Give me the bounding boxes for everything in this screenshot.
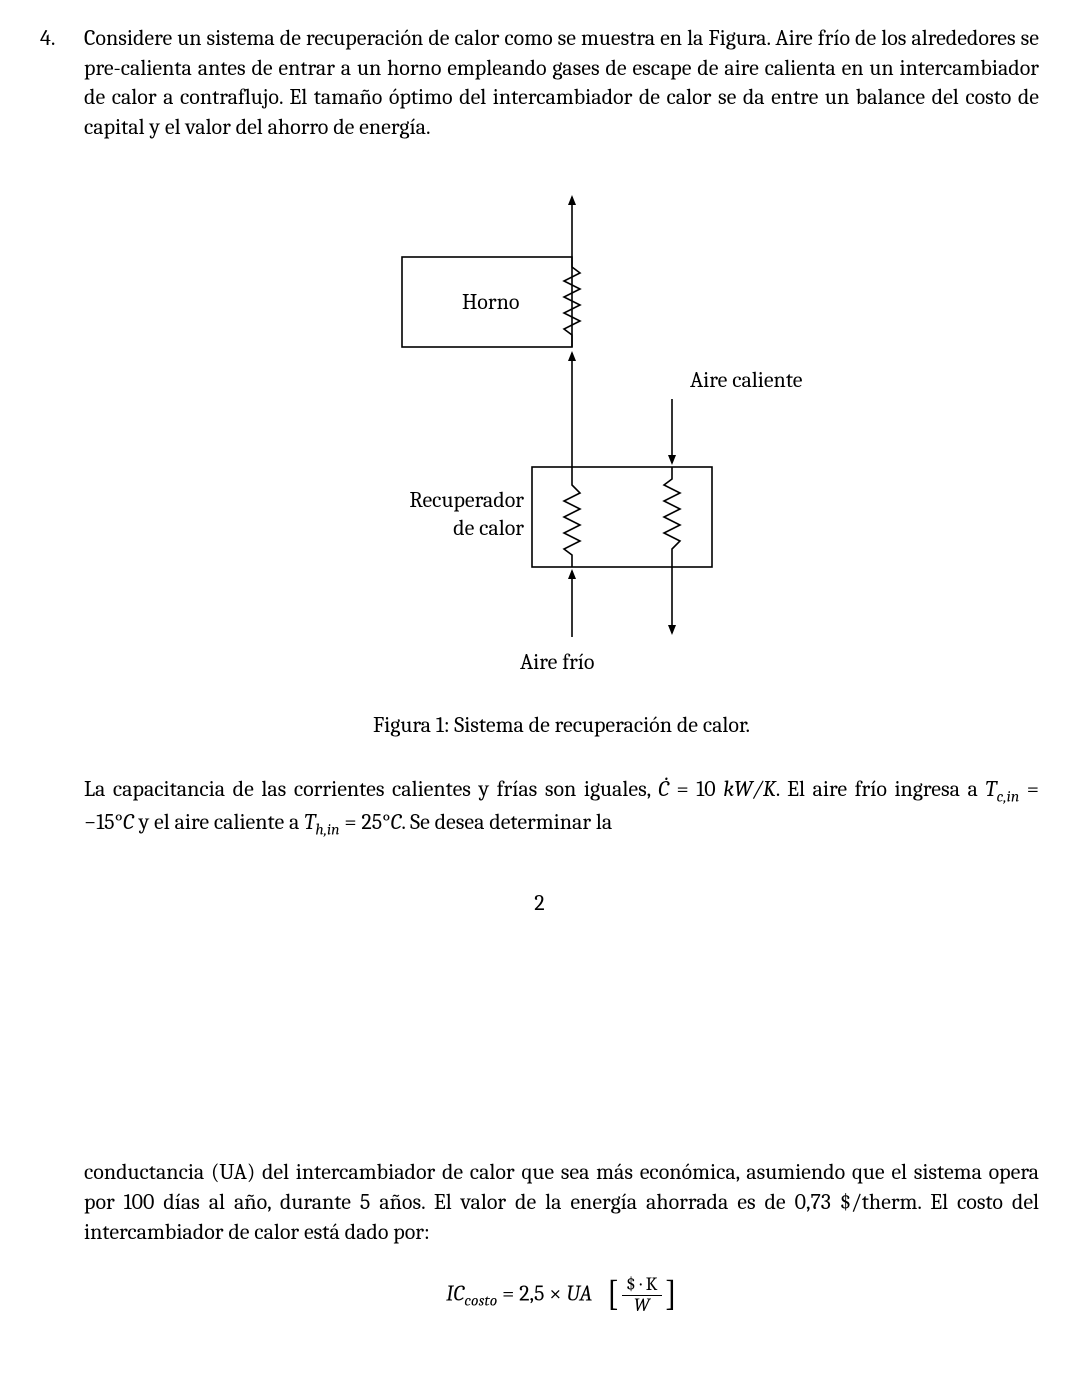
page-break-gap xyxy=(40,918,1039,1158)
page-number: 2 xyxy=(40,889,1039,919)
continuation-indent xyxy=(40,1158,84,1315)
recuperator-cold-coil-icon xyxy=(564,467,580,567)
txt-p2-c: y el aire caliente a xyxy=(134,809,304,835)
unit-C2: C xyxy=(391,809,402,835)
unit-kwK: kW/K xyxy=(723,776,776,802)
figure-svg: Horno Recuperador de calor xyxy=(252,177,872,687)
txt-eq3: = 25° xyxy=(340,809,391,835)
continuation-block: conductancia (UA) del intercambiador de … xyxy=(40,1158,1039,1315)
continuation-body: conductancia (UA) del intercambiador de … xyxy=(84,1158,1039,1315)
problem-number: 4. xyxy=(40,24,84,841)
problem-statement: Considere un sistema de recuperación de … xyxy=(84,24,1039,143)
problem-body: Considere un sistema de recuperación de … xyxy=(84,24,1039,841)
eq-rhs-text: = 2,5 × xyxy=(497,1281,566,1307)
unit-C1: C xyxy=(123,809,134,835)
aire-frio-label: Aire frío xyxy=(520,649,594,675)
sym-Cdot: Ċ xyxy=(658,776,669,802)
aire-caliente-label: Aire caliente xyxy=(690,367,803,393)
eq-unit-fraction: $ · KW xyxy=(622,1275,661,1315)
txt-p2-a: La capacitancia de las corrientes calien… xyxy=(84,776,658,802)
eq-unit-top: $ · K xyxy=(622,1275,661,1296)
continuation-text: conductancia (UA) del intercambiador de … xyxy=(84,1158,1039,1247)
eq-lhs-sub: costo xyxy=(464,1292,497,1310)
recuperator-label-2: de calor xyxy=(453,515,524,541)
figure-svg-wrap: Horno Recuperador de calor xyxy=(252,177,872,696)
horno-label: Horno xyxy=(462,289,519,315)
eq-unit-bot: W xyxy=(622,1296,661,1316)
figure-caption: Figura 1: Sistema de recuperación de cal… xyxy=(84,711,1039,741)
txt-p2-b: . El aire frío ingresa a xyxy=(776,776,986,802)
txt-p2-d: . Se desea determinar la xyxy=(401,809,612,835)
recuperator-label-1: Recuperador xyxy=(409,487,524,513)
sub-Tcin: c,in xyxy=(997,788,1020,806)
page: 4. Considere un sistema de recuperación … xyxy=(0,0,1079,1356)
eq-rhs-var: UA xyxy=(566,1281,592,1307)
sub-Thin: h,in xyxy=(315,820,339,838)
problem-block: 4. Considere un sistema de recuperación … xyxy=(40,24,1039,841)
sym-Tcin: T xyxy=(985,776,996,802)
sym-Thin: T xyxy=(304,809,315,835)
recuperator-box xyxy=(532,467,712,567)
cost-equation: ICcosto = 2,5 × UA [$ · KW] xyxy=(84,1275,1039,1315)
eq-lhs-var: IC xyxy=(446,1281,464,1307)
paragraph-after-figure: La capacitancia de las corrientes calien… xyxy=(84,775,1039,841)
txt-eq1: = 10 xyxy=(669,776,723,802)
figure-block: Horno Recuperador de calor xyxy=(84,177,1039,741)
recuperator-hot-coil-icon xyxy=(664,467,680,567)
